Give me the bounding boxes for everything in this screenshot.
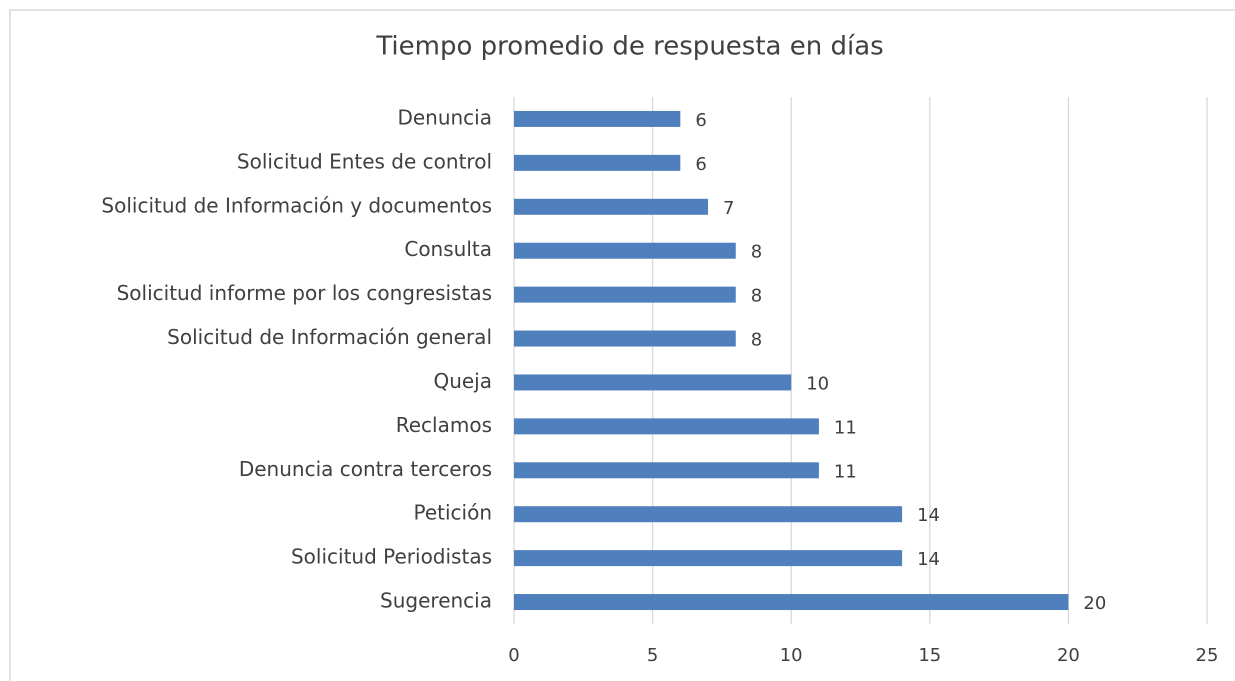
bar: [514, 594, 1069, 611]
data-label: 11: [834, 417, 857, 438]
y-tick-label: Reclamos: [396, 413, 492, 437]
data-label: 7: [723, 198, 734, 219]
x-tick-label: 20: [1057, 645, 1080, 666]
chart-border: [9, 9, 1235, 681]
bar: [514, 550, 903, 567]
x-tick-label: 5: [647, 645, 658, 666]
y-tick-label: Solicitud Periodistas: [291, 545, 492, 569]
data-label: 8: [751, 242, 762, 263]
data-label: 20: [1083, 593, 1106, 614]
x-tick-label: 15: [918, 645, 941, 666]
y-tick-label: Petición: [413, 501, 492, 525]
data-label: 10: [806, 373, 829, 394]
data-label: 14: [917, 505, 940, 526]
y-tick-label: Solicitud informe por los congresistas: [117, 281, 492, 305]
data-label: 14: [917, 549, 940, 570]
y-tick-label: Solicitud de Información y documentos: [101, 193, 492, 217]
y-tick-label: Solicitud Entes de control: [237, 149, 492, 173]
bar: [514, 462, 819, 479]
y-tick-label: Denuncia: [397, 105, 492, 129]
bar: [514, 110, 681, 127]
y-tick-label: Sugerencia: [380, 589, 492, 613]
x-tick-label: 25: [1196, 645, 1219, 666]
y-tick-label: Denuncia contra terceros: [239, 457, 492, 481]
data-label: 6: [695, 154, 706, 175]
data-label: 6: [695, 110, 706, 131]
chart-title: Tiempo promedio de respuesta en días: [375, 32, 883, 62]
bar: [514, 198, 709, 215]
data-label: 8: [751, 286, 762, 307]
data-label: 11: [834, 461, 857, 482]
bar: [514, 506, 903, 523]
data-label: 8: [751, 330, 762, 351]
y-tick-label: Solicitud de Información general: [167, 325, 492, 349]
y-tick-label: Consulta: [404, 237, 492, 261]
bar: [514, 154, 681, 171]
y-tick-label: Queja: [433, 369, 492, 393]
bar: [514, 330, 736, 347]
x-tick-label: 0: [508, 645, 519, 666]
bar: [514, 286, 736, 303]
bar: [514, 242, 736, 259]
bar: [514, 374, 792, 391]
x-tick-label: 10: [780, 645, 803, 666]
bar: [514, 418, 819, 435]
